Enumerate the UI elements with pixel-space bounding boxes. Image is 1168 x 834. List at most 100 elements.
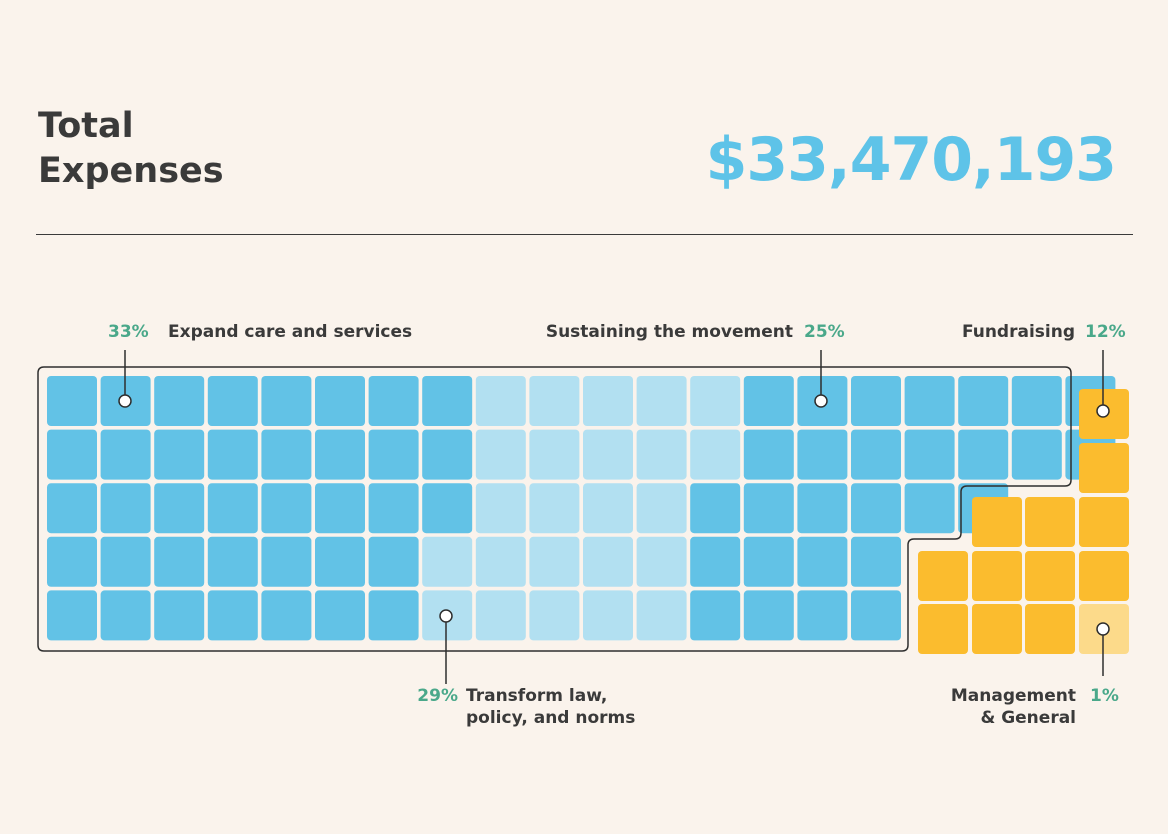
waffle-cell bbox=[261, 536, 312, 587]
callouts bbox=[118, 350, 1110, 684]
transform-callout-dot bbox=[439, 609, 453, 623]
waffle-cell bbox=[154, 483, 205, 534]
waffle-cell bbox=[47, 376, 97, 426]
waffle-cell bbox=[100, 590, 151, 641]
waffle-cell bbox=[851, 536, 901, 587]
fundraising-callout-dot bbox=[1096, 404, 1110, 418]
waffle-cell bbox=[797, 483, 848, 534]
expand-label: Expand care and services bbox=[168, 322, 412, 342]
blue-group-outline bbox=[37, 366, 1072, 652]
waffle-cell-fundraising bbox=[918, 551, 968, 601]
management-label-line2: & General bbox=[980, 708, 1076, 728]
sustain-label: Sustaining the movement bbox=[546, 322, 793, 342]
waffle-cell bbox=[100, 483, 151, 534]
waffle-cell-fundraising bbox=[1079, 551, 1129, 601]
waffle-cell bbox=[475, 590, 526, 641]
waffle-cell bbox=[636, 429, 687, 480]
waffle-cells bbox=[47, 376, 1129, 654]
waffle-cell-fundraising bbox=[1025, 551, 1075, 601]
waffle-cell bbox=[743, 590, 794, 641]
waffle-cell bbox=[904, 483, 955, 534]
waffle-cell bbox=[636, 483, 687, 534]
management-label-line1: Management bbox=[951, 686, 1076, 706]
sustain-pct: 25% bbox=[804, 322, 845, 342]
sustain-callout-dot bbox=[814, 394, 828, 408]
waffle-cell bbox=[583, 376, 633, 426]
transform-label-line1: Transform law, bbox=[466, 686, 607, 706]
waffle-cell bbox=[797, 536, 848, 587]
waffle-cell bbox=[797, 590, 848, 641]
waffle-cell bbox=[315, 429, 365, 480]
waffle-cell bbox=[422, 483, 473, 534]
waffle-cell bbox=[207, 429, 258, 480]
waffle-cell bbox=[475, 376, 526, 426]
waffle-cell bbox=[315, 376, 365, 426]
waffle-cell bbox=[529, 483, 580, 534]
waffle-cell bbox=[47, 429, 97, 480]
waffle-cell bbox=[851, 590, 901, 641]
waffle-cell bbox=[690, 590, 741, 641]
waffle-cell-fundraising bbox=[1079, 497, 1129, 547]
waffle-cell-fundraising bbox=[918, 604, 968, 654]
waffle-cell bbox=[368, 590, 419, 641]
waffle-cell bbox=[529, 536, 580, 587]
waffle-cell bbox=[851, 483, 901, 534]
waffle-cell-fundraising bbox=[1025, 497, 1075, 547]
waffle-cell bbox=[583, 429, 633, 480]
waffle-cell bbox=[475, 536, 526, 587]
waffle-cell bbox=[261, 483, 312, 534]
divider bbox=[36, 234, 1133, 235]
waffle-cell bbox=[743, 483, 794, 534]
waffle-cell bbox=[690, 483, 741, 534]
waffle-cell bbox=[154, 536, 205, 587]
waffle-cell bbox=[583, 483, 633, 534]
waffle-cell bbox=[422, 376, 473, 426]
waffle-cell bbox=[154, 376, 205, 426]
waffle-cell bbox=[207, 483, 258, 534]
waffle-cell bbox=[797, 429, 848, 480]
waffle-cell-fundraising bbox=[1079, 443, 1129, 493]
waffle-cell-fundraising bbox=[972, 497, 1022, 547]
waffle-cell-fundraising bbox=[972, 604, 1022, 654]
waffle-cell bbox=[529, 376, 580, 426]
waffle-cell bbox=[636, 376, 687, 426]
waffle-cell bbox=[47, 590, 97, 641]
waffle-cell bbox=[475, 429, 526, 480]
waffle-cell bbox=[261, 590, 312, 641]
waffle-cell bbox=[207, 376, 258, 426]
waffle-cell bbox=[207, 590, 258, 641]
transform-pct: 29% bbox=[417, 686, 458, 706]
waffle-cell bbox=[583, 536, 633, 587]
waffle-cell bbox=[958, 429, 1009, 480]
waffle-cell bbox=[47, 483, 97, 534]
waffle-cell bbox=[315, 536, 365, 587]
waffle-cell bbox=[851, 429, 901, 480]
waffle-cell bbox=[1011, 376, 1062, 426]
waffle-cell bbox=[851, 376, 901, 426]
page-title: Total Expenses bbox=[38, 104, 224, 194]
waffle-cell bbox=[422, 429, 473, 480]
waffle-cell bbox=[368, 483, 419, 534]
waffle-cell bbox=[100, 429, 151, 480]
waffle-cell bbox=[154, 590, 205, 641]
fundraising-label: Fundraising bbox=[962, 322, 1075, 342]
waffle-cell bbox=[958, 376, 1009, 426]
fundraising-pct: 12% bbox=[1085, 322, 1126, 342]
management-callout-dot bbox=[1096, 622, 1110, 636]
waffle-cell bbox=[154, 429, 205, 480]
waffle-cell bbox=[100, 536, 151, 587]
waffle-cell bbox=[636, 590, 687, 641]
expand-pct: 33% bbox=[108, 322, 149, 342]
waffle-cell bbox=[904, 429, 955, 480]
total-amount: $33,470,193 bbox=[705, 125, 1117, 195]
waffle-cell bbox=[261, 429, 312, 480]
waffle-cell bbox=[47, 536, 97, 587]
title-line-2: Expenses bbox=[38, 151, 224, 191]
waffle-cell bbox=[904, 376, 955, 426]
management-pct: 1% bbox=[1090, 686, 1119, 706]
waffle-cell bbox=[690, 536, 741, 587]
waffle-cell bbox=[261, 376, 312, 426]
waffle-cell bbox=[583, 590, 633, 641]
transform-label-line2: policy, and norms bbox=[466, 708, 635, 728]
